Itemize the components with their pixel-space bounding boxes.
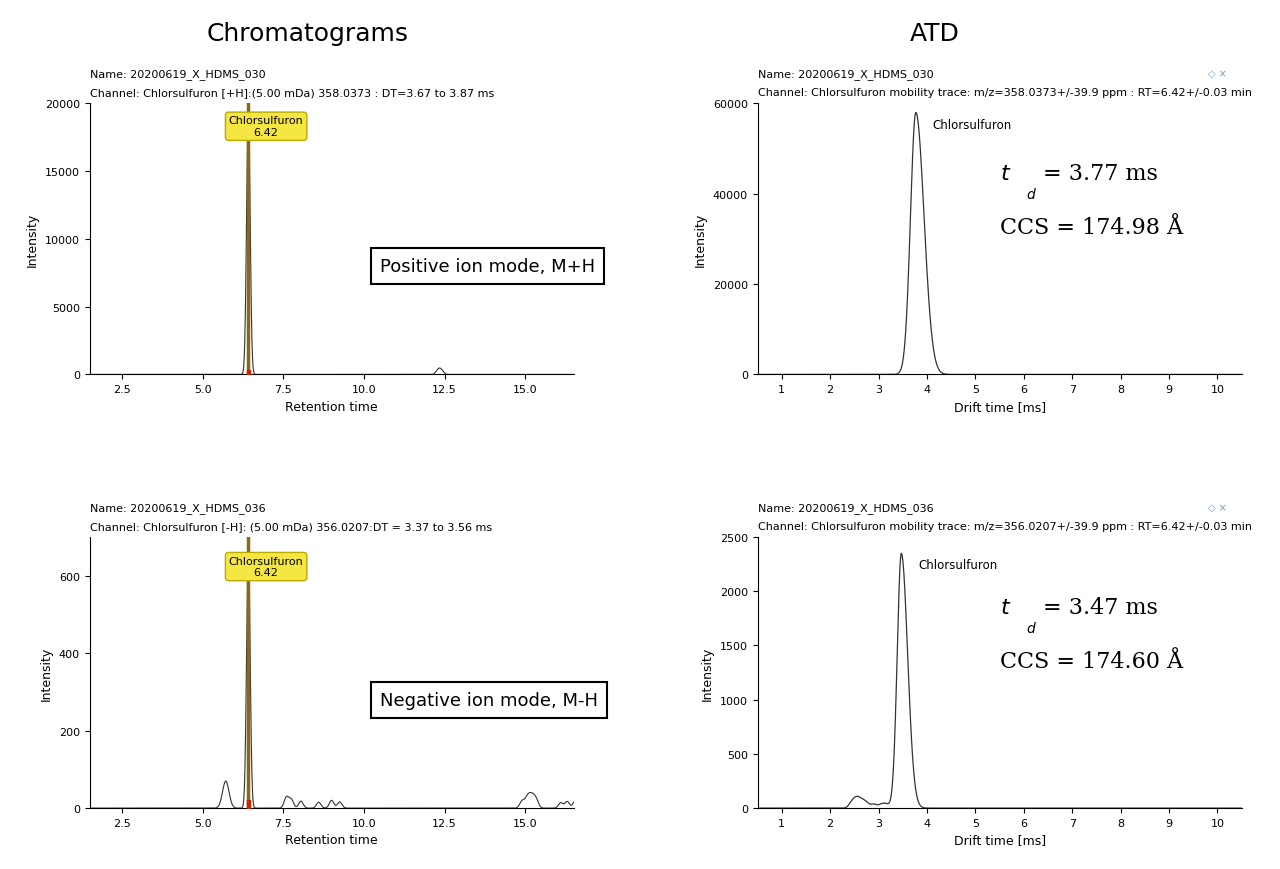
- Text: = 3.77 ms: = 3.77 ms: [1043, 163, 1158, 185]
- Text: Channel: Chlorsulfuron mobility trace: m/z=356.0207+/-39.9 ppm : RT=6.42+/-0.03 : Channel: Chlorsulfuron mobility trace: m…: [758, 521, 1252, 531]
- X-axis label: Retention time: Retention time: [285, 833, 378, 846]
- Text: Name: 20200619_X_HDMS_030: Name: 20200619_X_HDMS_030: [90, 70, 265, 80]
- Y-axis label: Intensity: Intensity: [701, 646, 714, 700]
- Text: Name: 20200619_X_HDMS_036: Name: 20200619_X_HDMS_036: [758, 502, 933, 513]
- Text: = 3.47 ms: = 3.47 ms: [1043, 596, 1158, 618]
- Text: ATD: ATD: [910, 22, 959, 46]
- Text: Chlorsulfuron
6.42: Chlorsulfuron 6.42: [229, 556, 303, 578]
- Text: $d$: $d$: [1027, 620, 1037, 635]
- X-axis label: Drift time [ms]: Drift time [ms]: [954, 833, 1046, 846]
- Text: Name: 20200619_X_HDMS_036: Name: 20200619_X_HDMS_036: [90, 502, 265, 513]
- Y-axis label: Intensity: Intensity: [694, 213, 707, 267]
- Text: ◇ ×: ◇ ×: [1208, 502, 1228, 512]
- Text: Channel: Chlorsulfuron [-H]: (5.00 mDa) 356.0207:DT = 3.37 to 3.56 ms: Channel: Chlorsulfuron [-H]: (5.00 mDa) …: [90, 521, 492, 531]
- Y-axis label: Intensity: Intensity: [26, 213, 40, 267]
- Text: Positive ion mode, M+H: Positive ion mode, M+H: [380, 258, 595, 275]
- Text: Chlorsulfuron: Chlorsulfuron: [933, 118, 1012, 131]
- Text: Channel: Chlorsulfuron [+H]:(5.00 mDa) 358.0373 : DT=3.67 to 3.87 ms: Channel: Chlorsulfuron [+H]:(5.00 mDa) 3…: [90, 88, 494, 98]
- Text: Channel: Chlorsulfuron mobility trace: m/z=358.0373+/-39.9 ppm : RT=6.42+/-0.03 : Channel: Chlorsulfuron mobility trace: m…: [758, 88, 1252, 98]
- Text: ◇ ×: ◇ ×: [1208, 70, 1228, 79]
- Text: Chlorsulfuron
6.42: Chlorsulfuron 6.42: [229, 116, 303, 138]
- Text: Negative ion mode, M-H: Negative ion mode, M-H: [380, 691, 598, 709]
- X-axis label: Drift time [ms]: Drift time [ms]: [954, 401, 1046, 414]
- Y-axis label: Intensity: Intensity: [40, 646, 54, 700]
- Text: $d$: $d$: [1027, 187, 1037, 202]
- Text: Chromatograms: Chromatograms: [206, 22, 408, 46]
- Text: CCS = 174.98 Å: CCS = 174.98 Å: [1000, 217, 1183, 239]
- Text: Chlorsulfuron: Chlorsulfuron: [918, 559, 997, 572]
- Text: CCS = 174.60 Å: CCS = 174.60 Å: [1000, 650, 1183, 673]
- Text: $t$: $t$: [1000, 163, 1011, 185]
- Text: Name: 20200619_X_HDMS_030: Name: 20200619_X_HDMS_030: [758, 70, 933, 80]
- X-axis label: Retention time: Retention time: [285, 401, 378, 414]
- Text: $t$: $t$: [1000, 596, 1011, 618]
